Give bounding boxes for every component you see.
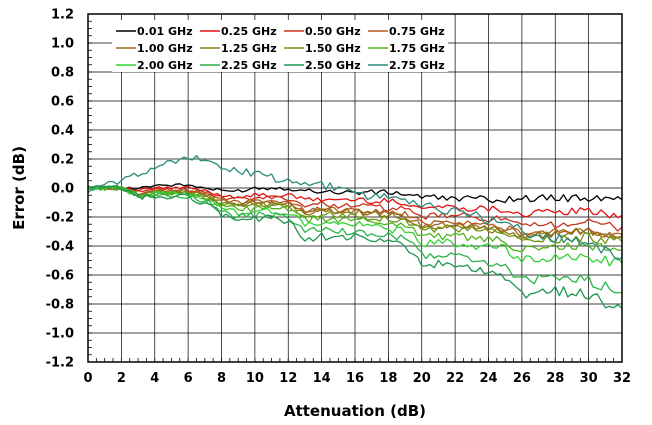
plot-area-border: [87, 13, 623, 363]
legend-label-6: 1.50 GHz: [305, 42, 361, 55]
x-tick-label-12: 24: [479, 371, 497, 386]
legend-label-1: 0.25 GHz: [221, 25, 277, 38]
x-tick-label-4: 8: [217, 371, 226, 386]
y-tick-label-4: 0.4: [51, 124, 74, 139]
y-tick-label-10: -0.8: [46, 298, 74, 313]
y-tick-label-9: -0.6: [46, 269, 74, 284]
y-tick-labels: 1.2 1.0 0.8 0.6 0.4 0.2 0.0 -0.2 -0.4 -0.6 -0.8 -1.…: [46, 8, 74, 371]
series-line-11: [87, 154, 623, 261]
legend-label-5: 1.25 GHz: [221, 42, 277, 55]
x-tick-label-5: 10: [246, 371, 264, 386]
series-line-1: [87, 185, 623, 219]
series-line-10: [87, 184, 623, 309]
y-tick-label-8: -0.4: [46, 240, 74, 255]
y-tick-label-5: 0.2: [51, 153, 74, 168]
y-tick-label-1: 1.0: [51, 37, 74, 52]
legend-label-11: 2.75 GHz: [389, 59, 445, 72]
legend-label-8: 2.00 GHz: [137, 59, 193, 72]
y-tick-label-7: -0.2: [46, 211, 74, 226]
y-tick-label-12: -1.2: [46, 356, 74, 371]
y-tick-label-2: 0.8: [51, 66, 74, 81]
x-tick-label-7: 14: [313, 371, 331, 386]
x-tick-label-11: 22: [446, 371, 464, 386]
x-tick-label-10: 20: [413, 371, 431, 386]
y-tick-label-3: 0.6: [51, 95, 74, 110]
x-tick-labels: 0 2 4 6 8 10 12 14 16 18 20 22 24 26 28 30 32: [83, 371, 631, 386]
x-tick-label-0: 0: [83, 371, 92, 386]
legend-label-3: 0.75 GHz: [389, 25, 445, 38]
series-line-9: [87, 185, 623, 294]
x-tick-label-15: 30: [580, 371, 598, 386]
y-tick-label-6: 0.0: [51, 182, 74, 197]
legend-label-7: 1.75 GHz: [389, 42, 445, 55]
x-tick-label-14: 28: [546, 371, 564, 386]
x-axis-label: Attenuation (dB): [284, 402, 426, 420]
x-tick-label-1: 2: [117, 371, 126, 386]
x-tick-label-9: 18: [379, 371, 397, 386]
legend-label-0: 0.01 GHz: [137, 25, 193, 38]
legend-label-2: 0.50 GHz: [305, 25, 361, 38]
legend-label-10: 2.50 GHz: [305, 59, 361, 72]
series-line-4: [87, 185, 623, 239]
x-tick-label-13: 26: [513, 371, 531, 386]
x-tick-label-3: 6: [184, 371, 193, 386]
legend: 0.01 GHz 0.25 GHz 0.50 GHz 0.75 GHz 1.00 GHz…: [112, 20, 448, 72]
y-tick-label-11: -1.0: [46, 327, 74, 342]
x-tick-label-2: 4: [150, 371, 159, 386]
y-axis-label: Error (dB): [10, 146, 28, 230]
x-tick-label-8: 16: [346, 371, 364, 386]
legend-label-4: 1.00 GHz: [137, 42, 193, 55]
y-tick-label-0: 1.2: [51, 8, 74, 23]
x-tick-label-16: 32: [613, 371, 631, 386]
legend-label-9: 2.25 GHz: [221, 59, 277, 72]
series-line-8: [87, 184, 623, 267]
series-lines: [87, 154, 623, 309]
x-tick-label-6: 12: [279, 371, 297, 386]
legend-background: [112, 20, 448, 72]
